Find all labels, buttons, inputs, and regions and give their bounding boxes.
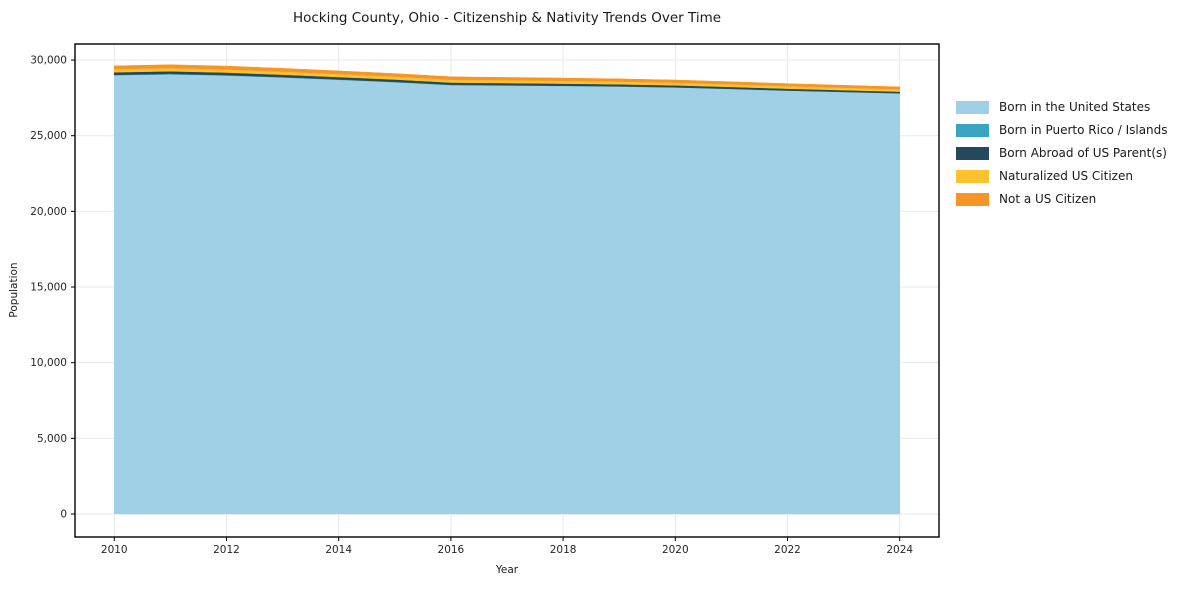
area-series-0 [114,74,900,515]
x-tick-label: 2024 [886,544,913,556]
legend-label: Born in Puerto Rico / Islands [999,123,1168,137]
y-tick-label: 5,000 [37,433,67,445]
x-tick-label: 2016 [438,544,465,556]
legend-swatch-icon [956,147,989,160]
x-tick-label: 2022 [774,544,801,556]
legend-item-3: Naturalized US Citizen [956,170,1168,183]
legend-item-4: Not a US Citizen [956,193,1168,206]
x-tick-label: 2020 [662,544,689,556]
y-tick-label: 20,000 [30,206,67,218]
x-tick-label: 2012 [213,544,240,556]
legend-label: Not a US Citizen [999,192,1097,206]
y-tick-label: 30,000 [30,55,67,67]
y-tick-label: 10,000 [30,357,67,369]
x-axis-label: Year [495,564,519,576]
legend-item-2: Born Abroad of US Parent(s) [956,147,1168,160]
legend-item-0: Born in the United States [956,101,1168,114]
legend-item-1: Born in Puerto Rico / Islands [956,124,1168,137]
legend-label: Born in the United States [999,100,1151,114]
y-tick-label: 0 [60,508,67,520]
legend-label: Naturalized US Citizen [999,169,1133,183]
y-axis-label: Population [8,262,20,318]
x-tick-label: 2010 [101,544,128,556]
chart-title: Hocking County, Ohio - Citizenship & Nat… [292,10,722,26]
legend-swatch-icon [956,170,989,183]
area-series-4 [114,64,900,90]
y-tick-label: 25,000 [30,130,67,142]
x-tick-label: 2018 [550,544,577,556]
legend-swatch-icon [956,124,989,137]
legend-label: Born Abroad of US Parent(s) [999,146,1167,160]
legend-swatch-icon [956,193,989,206]
legend-swatch-icon [956,101,989,114]
y-tick-label: 15,000 [30,282,67,294]
legend: Born in the United States Born in Puerto … [956,101,1168,206]
plot-border [74,43,940,538]
x-tick-label: 2014 [325,544,352,556]
